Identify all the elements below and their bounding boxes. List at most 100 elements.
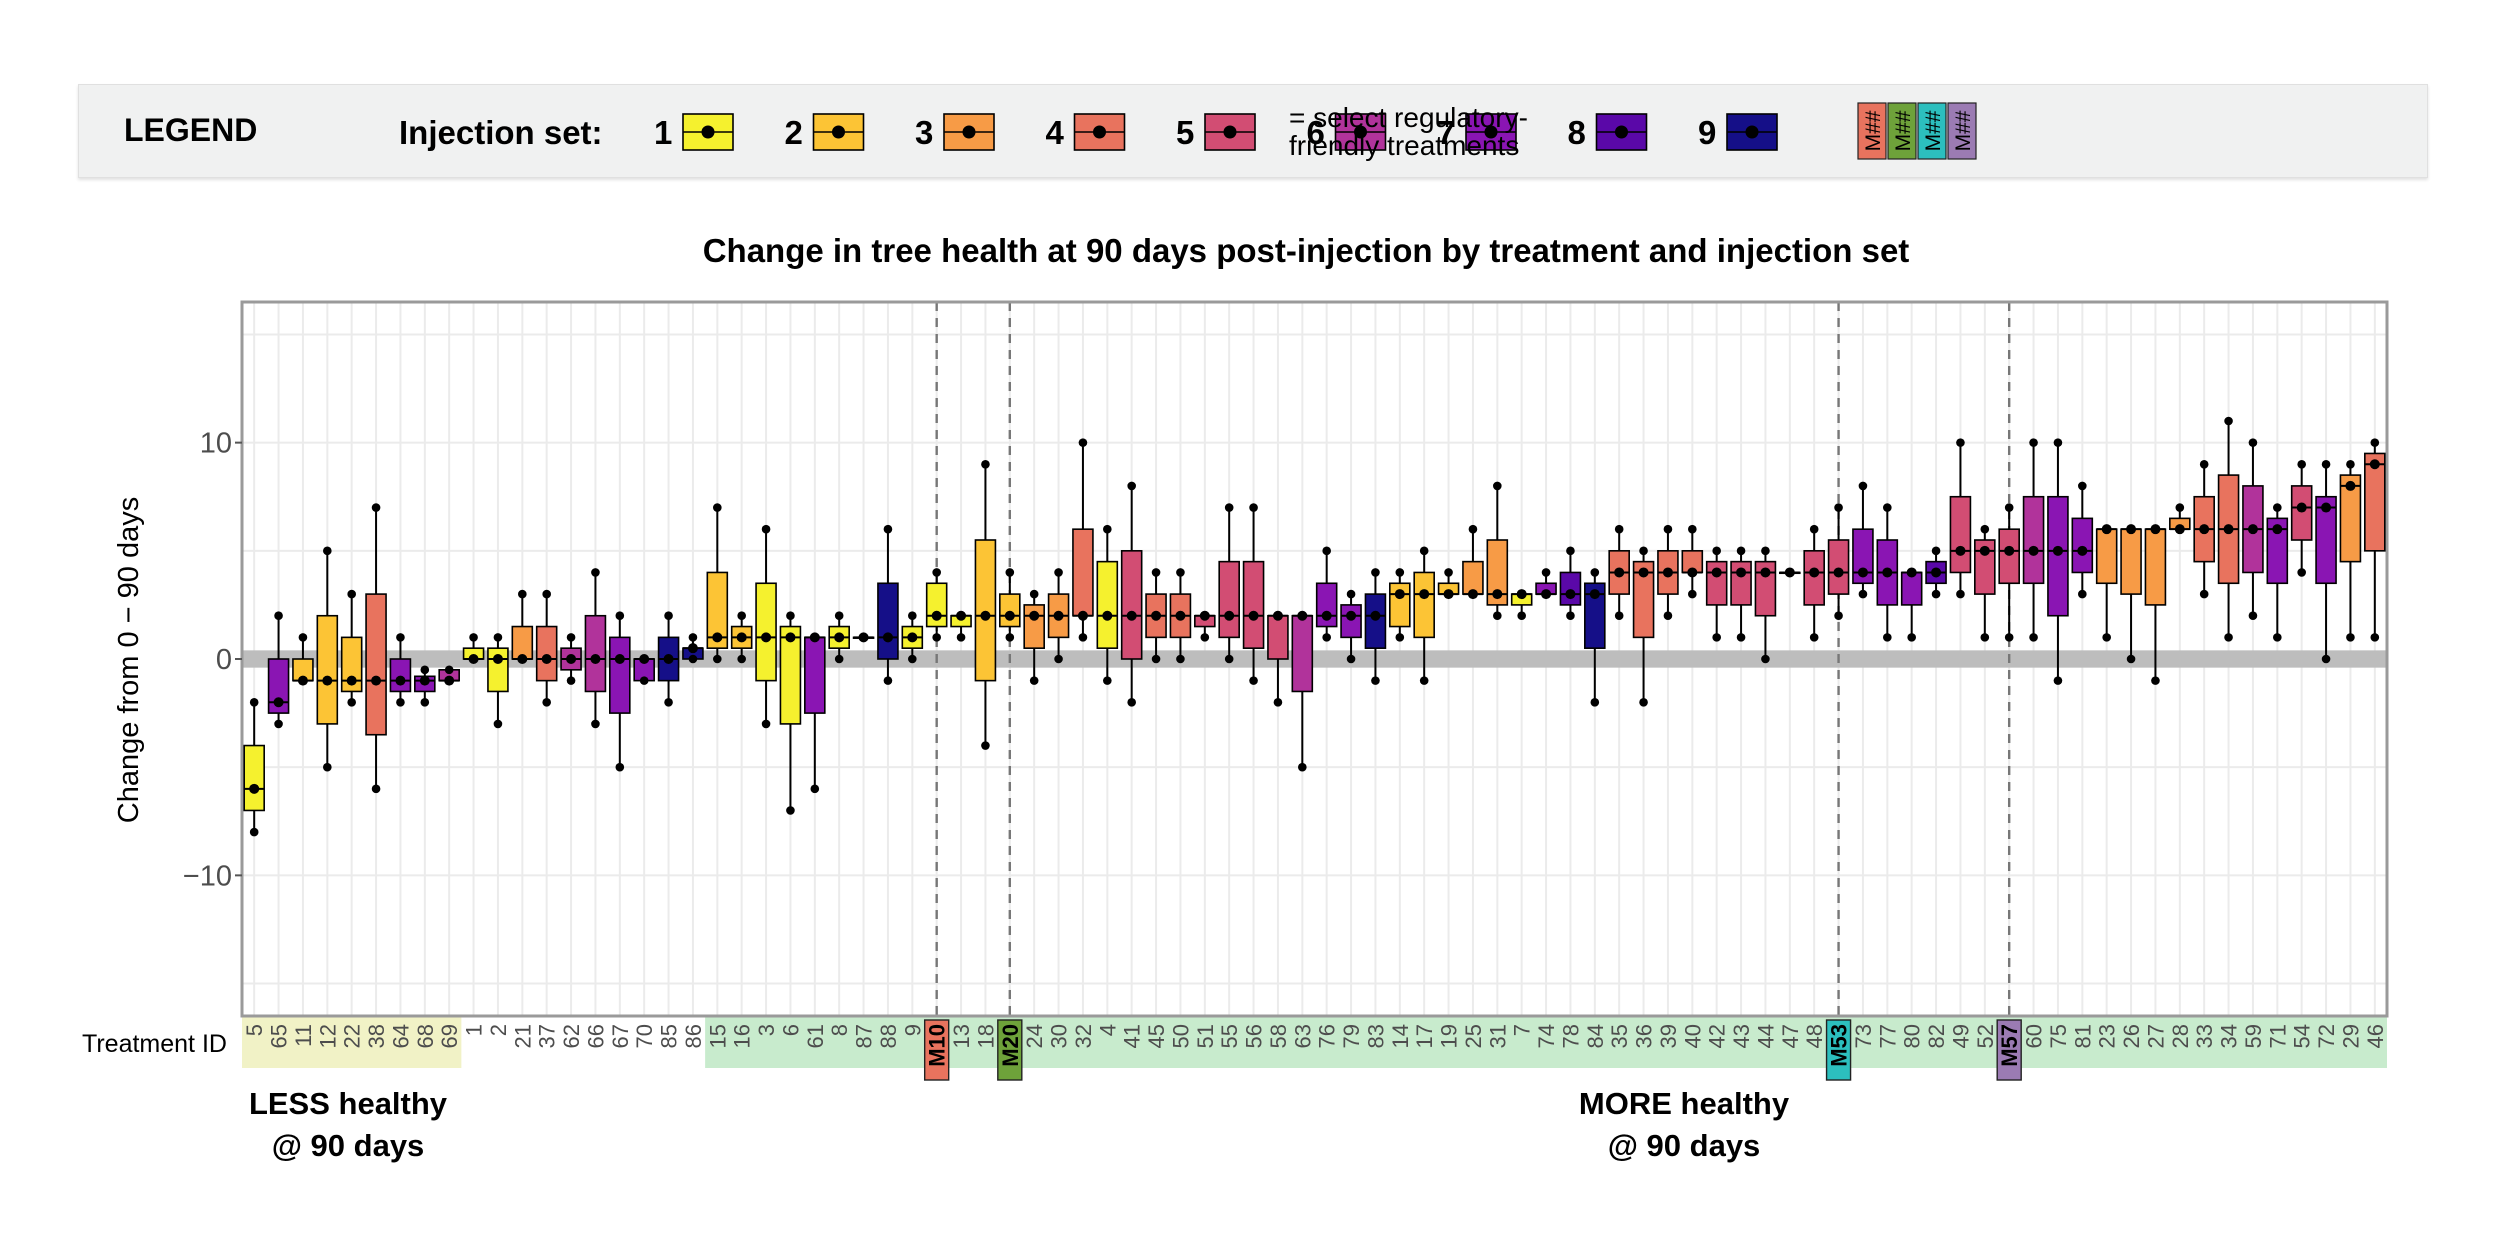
x-tick-label: 41 [1120,1024,1145,1048]
box-max-point [2321,459,2331,469]
box-median-point [1297,610,1308,621]
box-median-point [882,632,893,643]
x-tick-label: 79 [1339,1024,1364,1048]
legend-set-dot [1093,125,1106,139]
box-median-point [1662,567,1673,578]
box-max-point [1444,568,1453,577]
box-body [1584,582,1606,649]
box-median-point [1809,567,1820,578]
box-87 [852,632,875,643]
box-max-point [566,633,576,642]
box-min-point [1712,633,1721,642]
box-median-point [1151,610,1162,621]
box-M53 [1827,503,1850,621]
box-median-point [1443,589,1454,600]
x-tick-label: 80 [1900,1024,1925,1048]
box-median-point [663,654,674,664]
box-min-point [810,784,820,794]
box-36 [1632,546,1655,707]
box-body [755,582,777,682]
box-median-point [1224,610,1235,621]
box-21 [511,589,534,664]
chart-title: Change in tree health at 90 days post-in… [703,232,1910,269]
legend-set-label: 2 [785,114,803,151]
box-body [2071,517,2094,574]
box-85 [657,611,680,707]
box-70 [633,654,655,685]
box-median-point [834,632,845,643]
box-15 [706,503,729,664]
box-median-point [1272,610,1283,621]
box-median-point [2272,524,2283,535]
box-median-point [1126,610,1137,621]
legend-set-dot [962,125,976,139]
box-body [609,636,631,714]
x-tick-label: 7 [1510,1024,1535,1036]
box-min-point [1809,633,1819,642]
box-M57 [1998,503,2020,642]
box-54 [2290,459,2313,577]
x-tick-label: 38 [364,1024,389,1048]
x-tick-label: 39 [1656,1024,1681,1048]
box-min-point [1346,654,1356,664]
box-59 [2242,438,2264,621]
box-74 [1535,568,1557,600]
box-min-point [2151,676,2160,685]
box-min-point [1371,676,1380,685]
box-max-point [1346,589,1356,599]
x-tick-label: 9 [900,1024,925,1036]
box-median-point [468,654,479,664]
legend-set-label: 9 [1698,114,1716,151]
x-tick-label: 13 [949,1024,974,1048]
x-tick-label: 61 [803,1024,828,1048]
x-tick-label: 4 [1095,1024,1120,1036]
box-max-point [396,633,405,642]
x-tick-label: 85 [657,1024,682,1048]
box-max-point [1614,524,1624,534]
box-body [2144,528,2167,606]
box-median-point [639,654,650,664]
box-min-point [2321,654,2331,664]
legend-set-label: 4 [1046,114,1065,151]
box-76 [1315,546,1338,642]
box-body [999,593,1021,628]
box-50 [1169,568,1192,664]
box-median-point [2150,524,2161,535]
box-median-point [1053,610,1064,621]
box-median-point [1760,567,1771,578]
box-body [1486,539,1509,606]
box-37 [535,589,558,707]
box-min-point [1493,611,1502,621]
box-median-point [566,654,577,664]
box-68 [414,665,436,707]
box-max-point [932,568,941,577]
box-63 [1291,610,1314,772]
box-min-point [591,719,600,729]
box-body [1827,539,1850,595]
box-49 [1949,438,1972,599]
box-median-point [322,675,333,686]
box-max-point [518,589,527,599]
box-median-point [1492,589,1503,600]
x-tick-label: 34 [2217,1024,2242,1048]
x-tick-label: 64 [388,1024,413,1048]
box-max-point [1493,481,1502,491]
box-min-point [834,654,844,664]
box-median-point [1882,567,1893,578]
box-min-point [2297,568,2306,577]
x-tick-label: 83 [1363,1024,1388,1048]
box-median-point [1614,567,1625,578]
box-median-point [2052,545,2063,556]
box-max-point [469,633,478,642]
legend-set-dot [701,125,715,139]
x-tick-label: 52 [1973,1024,1998,1048]
box-min-point [493,719,503,729]
box-body [1803,550,1825,606]
box-max-point [2029,438,2038,447]
box-29 [2339,459,2362,642]
box-max-point [323,546,332,556]
x-tick-label: 69 [437,1024,462,1048]
legend-set-label: 7 [1437,114,1455,151]
box-max-point [1029,589,1039,599]
